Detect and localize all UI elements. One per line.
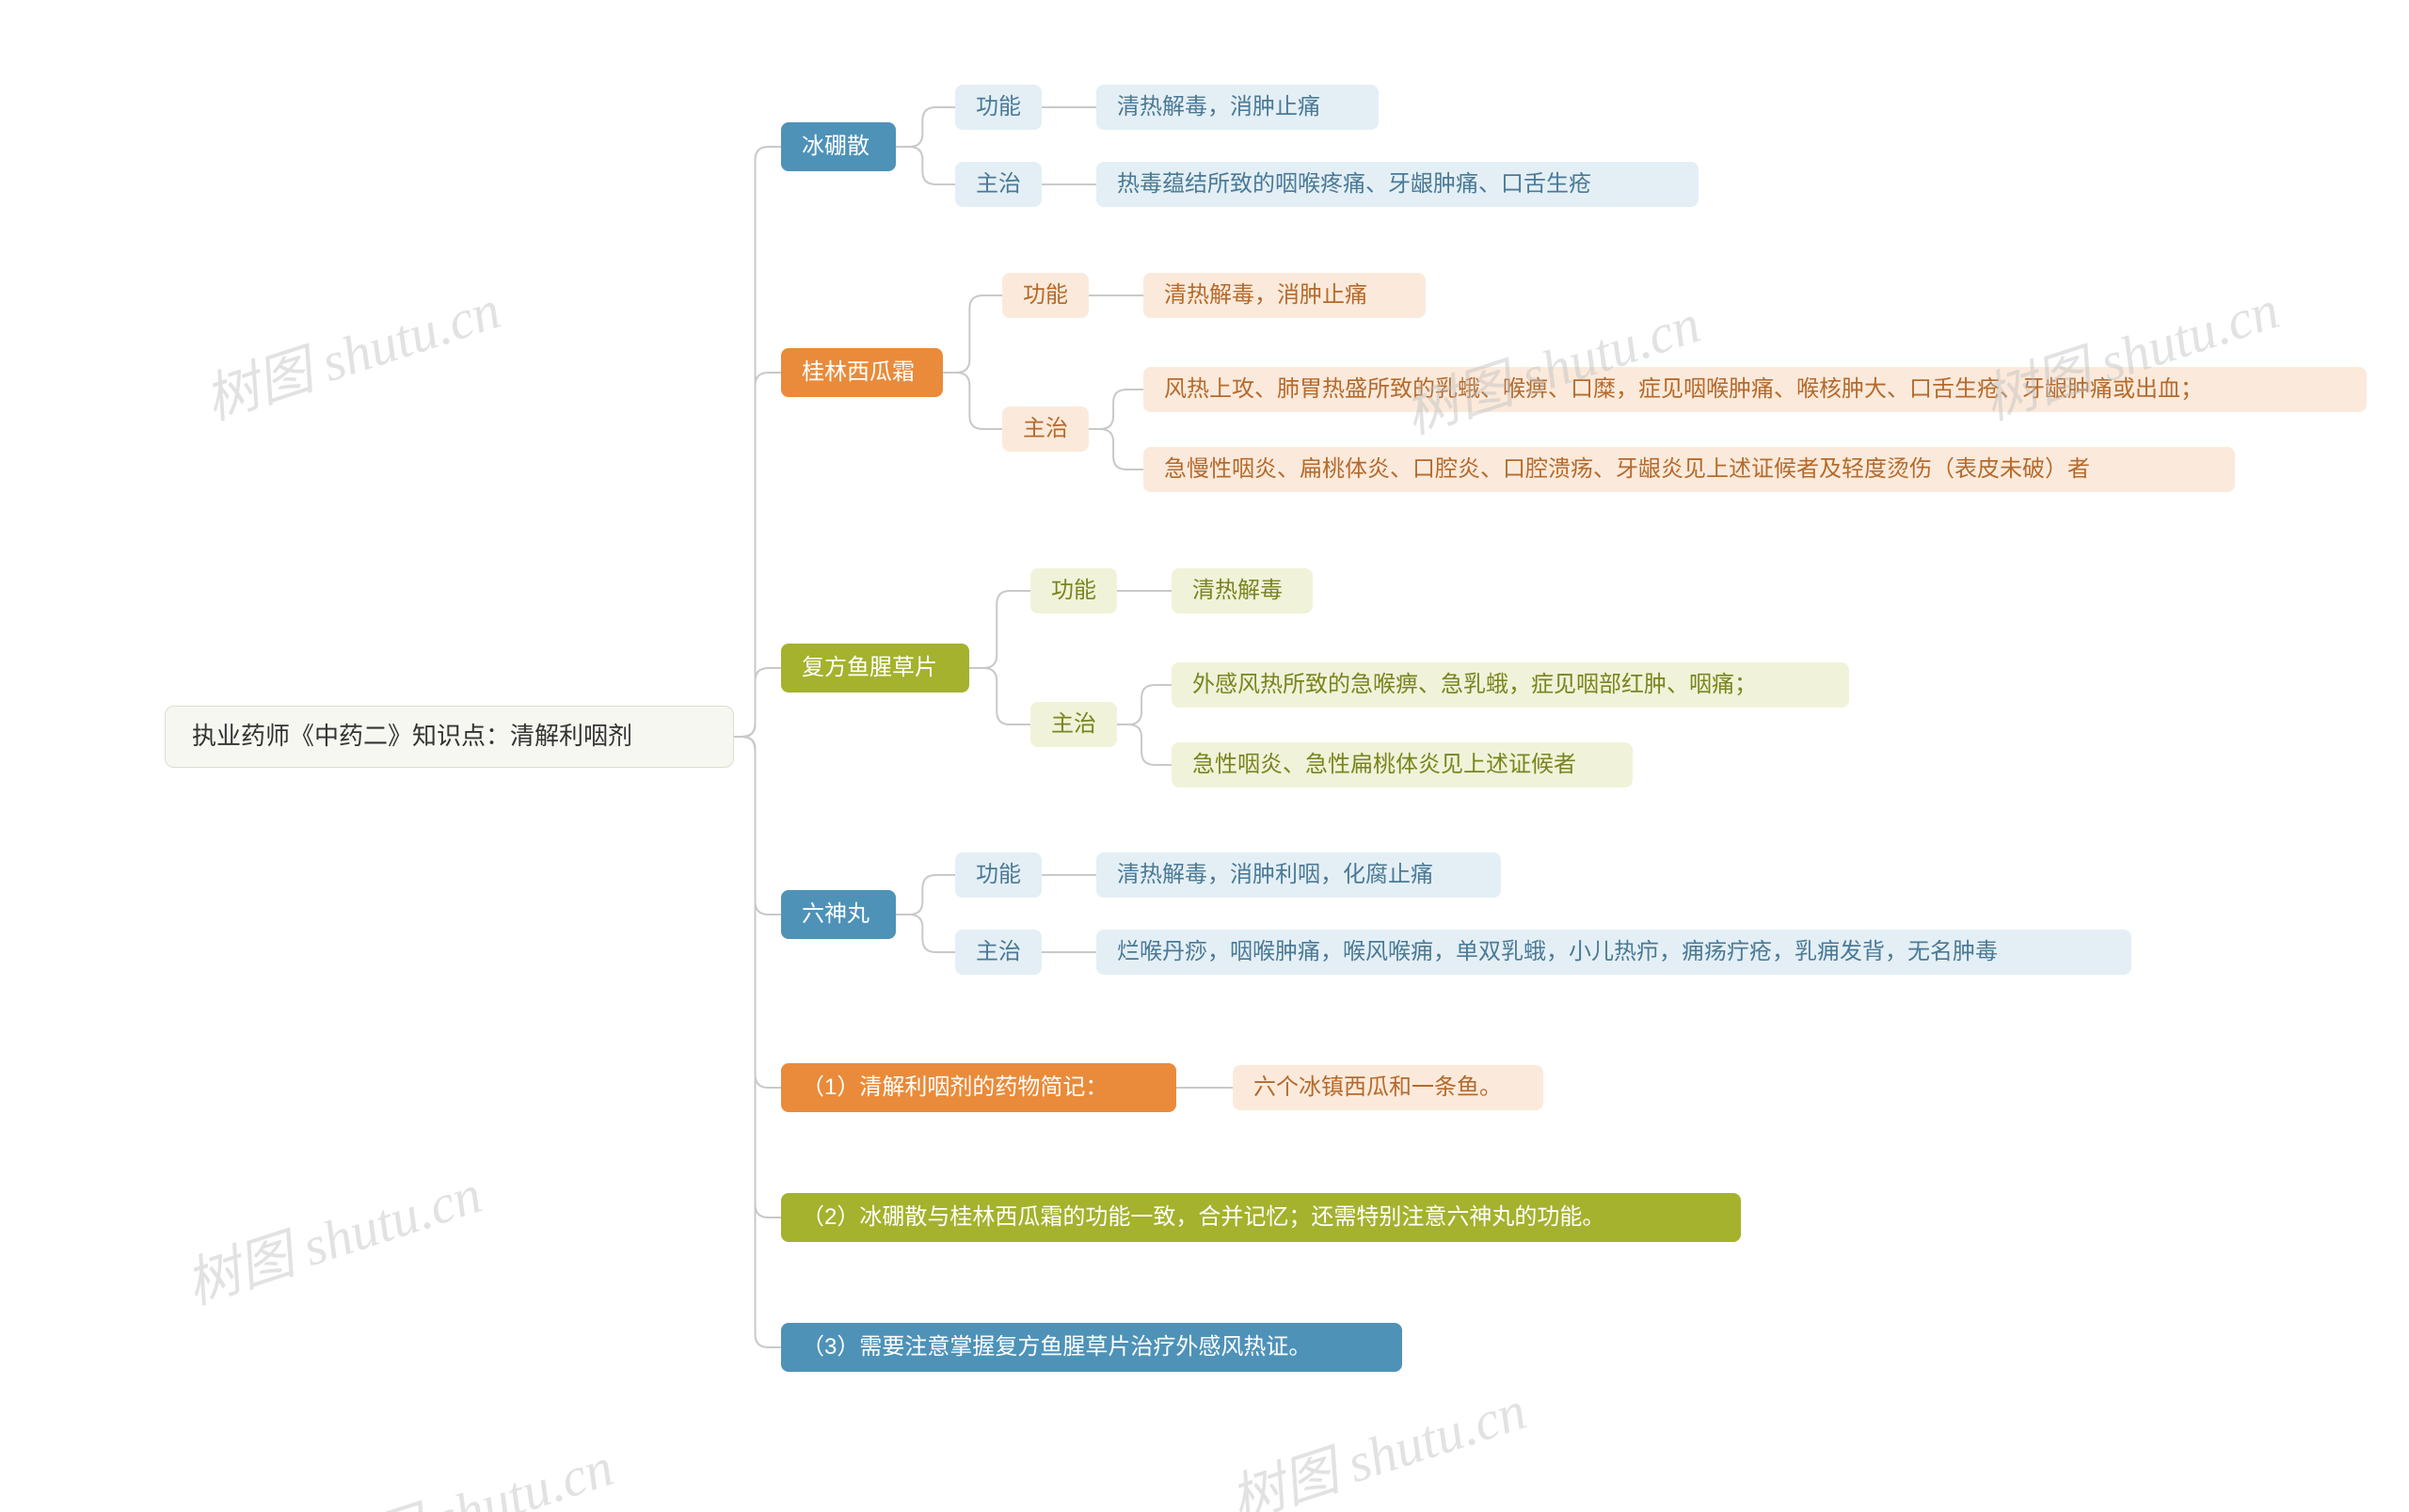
leaf-b3c2-0: 外感风热所致的急喉痹、急乳蛾，症见咽部红肿、咽痛； [1172,662,1849,708]
leaf-b3c2-1: 急性咽炎、急性扁桃体炎见上述证候者 [1172,742,1633,788]
child-b3c1: 功能 [1030,568,1117,613]
leaf-b2c2-0: 风热上攻、肺胃热盛所致的乳蛾、喉痹、口糜，症见咽喉肿痛、喉核肿大、口舌生疮、牙龈… [1143,367,2367,412]
branch-b5: （1）清解利咽剂的药物简记： [781,1063,1176,1112]
watermark: 树图 shutu.cn [193,265,508,435]
branch-b3: 复方鱼腥草片 [781,644,969,692]
child-b5c1: 六个冰镇西瓜和一条鱼。 [1233,1065,1543,1110]
branch-b7: （3）需要注意掌握复方鱼腥草片治疗外感风热证。 [781,1323,1402,1372]
child-b4c2: 主治 [955,930,1042,975]
leaf-b1c2-0: 热毒蕴结所致的咽喉疼痛、牙龈肿痛、口舌生疮 [1096,162,1699,207]
branch-b4: 六神丸 [781,890,896,939]
branch-b6: （2）冰硼散与桂林西瓜霜的功能一致，合并记忆；还需特别注意六神丸的功能。 [781,1193,1741,1242]
watermark: 树图 shutu.cn [174,1150,489,1319]
child-b2c1: 功能 [1002,273,1089,318]
leaf-b4c1-0: 清热解毒，消肿利咽，化腐止痛 [1096,852,1501,898]
leaf-b2c2-1: 急慢性咽炎、扁桃体炎、口腔炎、口腔溃疡、牙龈炎见上述证候者及轻度烫伤（表皮未破）… [1143,447,2235,492]
leaf-b3c1-0: 清热解毒 [1172,568,1313,613]
leaf-b4c2-0: 烂喉丹痧，咽喉肿痛，喉风喉痈，单双乳蛾，小儿热疖，痈疡疔疮，乳痈发背，无名肿毒 [1096,930,2131,975]
leaf-b2c1-0: 清热解毒，消肿止痛 [1143,273,1426,318]
child-b1c1: 功能 [955,85,1042,130]
branch-b2: 桂林西瓜霜 [781,348,943,397]
child-b3c2: 主治 [1030,702,1117,747]
child-b2c2: 主治 [1002,406,1089,452]
branch-b1: 冰硼散 [781,122,896,171]
watermark: 树图 shutu.cn [1219,1366,1534,1512]
child-b1c2: 主治 [955,162,1042,207]
leaf-b1c1-0: 清热解毒，消肿止痛 [1096,85,1379,130]
watermark: 树图 shutu.cn [1393,279,1708,449]
watermark: 树图 shutu.cn [306,1423,621,1512]
root-node: 执业药师《中药二》知识点：清解利咽剂 [165,706,734,768]
child-b4c1: 功能 [955,852,1042,898]
